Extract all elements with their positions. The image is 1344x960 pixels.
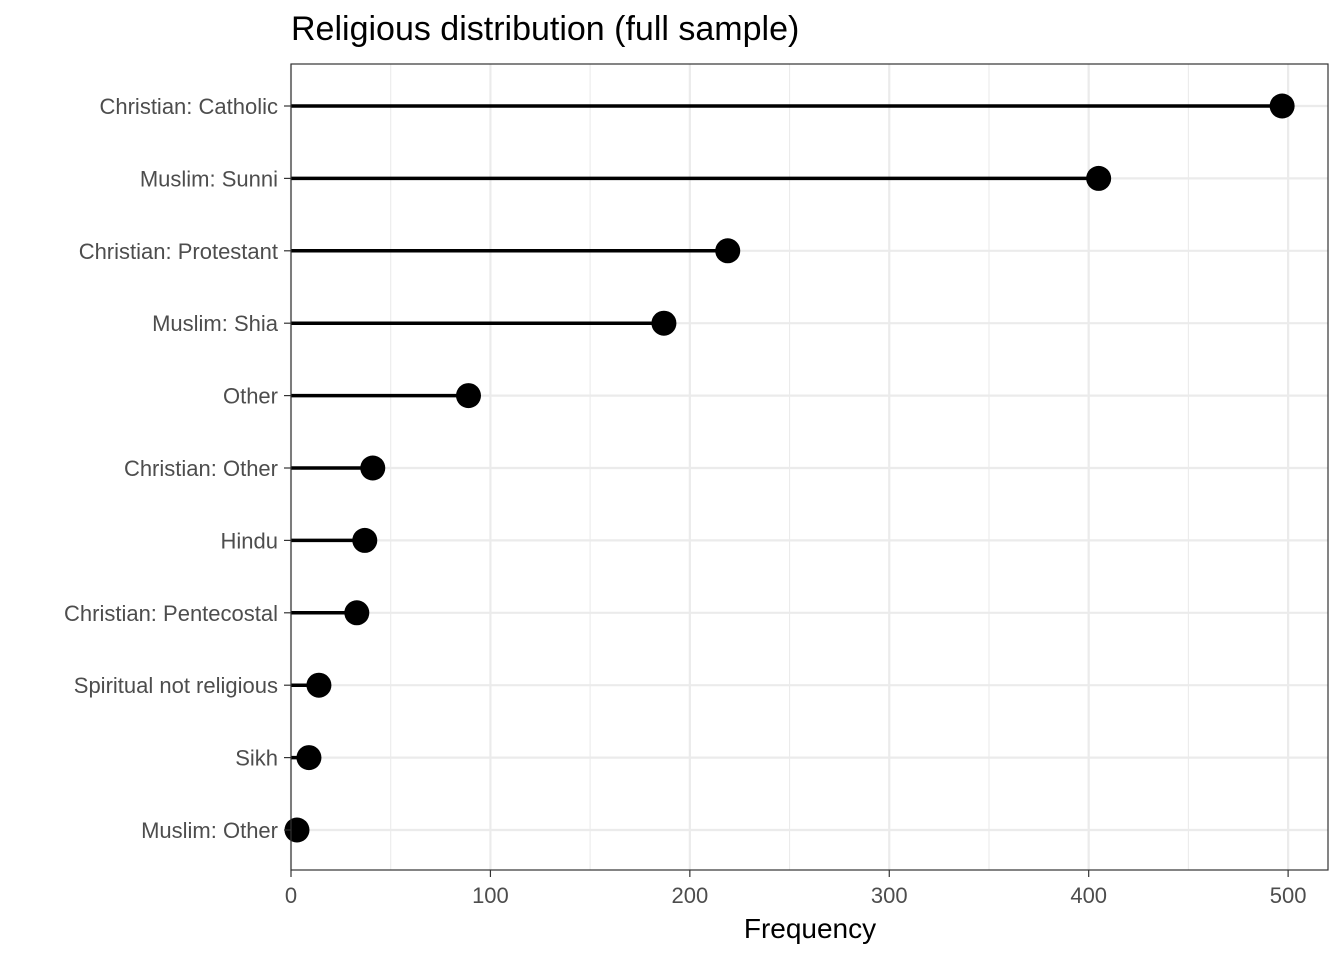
x-tick-label: 300: [871, 883, 908, 908]
x-axis: 0 100 200 300 400 500: [285, 870, 1307, 908]
lollipop-dot: [296, 745, 322, 771]
y-tick-label: Sikh: [235, 746, 278, 771]
y-axis: Christian: Catholic Muslim: Sunni Christia…: [64, 94, 291, 843]
y-tick-label: Christian: Protestant: [79, 239, 278, 264]
lollipop-dot: [455, 383, 481, 409]
y-tick-label: Hindu: [221, 528, 278, 553]
y-tick-label: Spiritual not religious: [74, 673, 278, 698]
x-tick-label: 500: [1270, 883, 1307, 908]
x-tick-label: 100: [472, 883, 509, 908]
x-tick-label: 200: [671, 883, 708, 908]
y-tick-label: Christian: Catholic: [99, 94, 278, 119]
grid-lines: [289, 64, 1328, 870]
y-tick-label: Christian: Pentecostal: [64, 601, 278, 626]
lollipop-dot: [352, 527, 378, 553]
lollipop-dot: [1269, 93, 1295, 119]
panel-border: [290, 63, 1329, 871]
x-tick-label: 400: [1070, 883, 1107, 908]
y-tick-label: Other: [223, 384, 278, 409]
y-tick-label: Muslim: Shia: [152, 311, 279, 336]
lollipop-dot: [360, 455, 386, 481]
lollipop-dot: [715, 238, 741, 264]
y-tick-label: Muslim: Other: [141, 818, 278, 843]
lollipop-dot: [1086, 165, 1112, 191]
lollipop-dot: [344, 600, 370, 626]
y-tick-label: Christian: Other: [124, 456, 278, 481]
lollipop-dot: [651, 310, 677, 336]
chart-title: Religious distribution (full sample): [291, 10, 799, 48]
lollipop-dot: [306, 672, 332, 698]
x-axis-title: Frequency: [744, 913, 876, 944]
x-tick-label: 0: [285, 883, 297, 908]
y-tick-label: Muslim: Sunni: [140, 166, 278, 191]
lollipop-dots: [284, 93, 1295, 843]
